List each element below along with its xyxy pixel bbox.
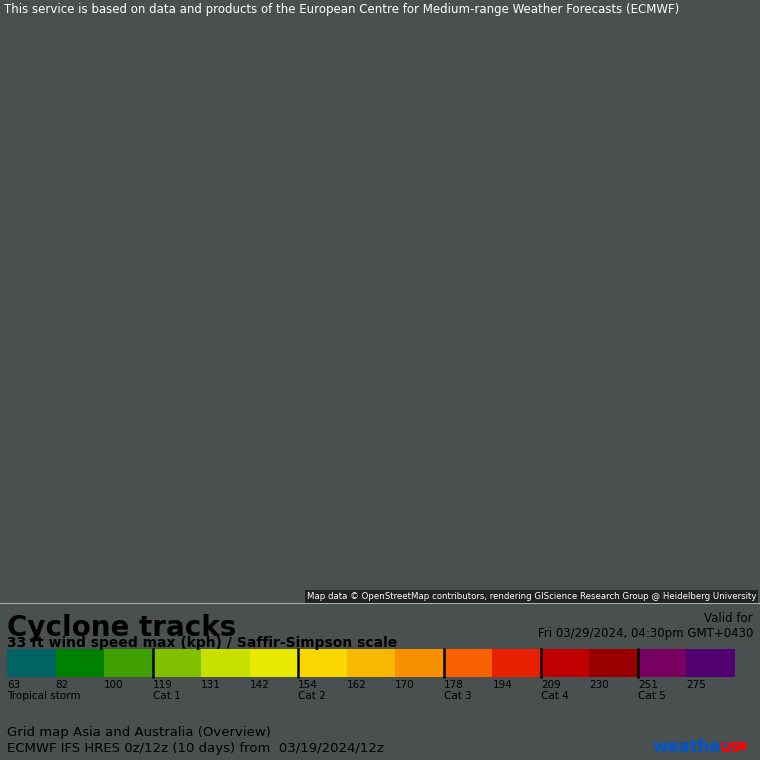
Text: ECMWF IFS HRES 0z/12z (10 days) from  03/19/2024/12z: ECMWF IFS HRES 0z/12z (10 days) from 03/…: [7, 742, 384, 755]
Bar: [104, 649, 153, 677]
Text: 209: 209: [541, 680, 561, 690]
Text: 170: 170: [395, 680, 415, 690]
Text: us: us: [720, 738, 742, 756]
Bar: [638, 649, 686, 677]
Bar: [298, 649, 347, 677]
Text: Fri 03/29/2024, 04:30pm GMT+0430: Fri 03/29/2024, 04:30pm GMT+0430: [537, 627, 753, 640]
Text: 162: 162: [347, 680, 366, 690]
Bar: [55, 649, 104, 677]
Text: 131: 131: [201, 680, 221, 690]
Bar: [201, 649, 250, 677]
Bar: [590, 649, 638, 677]
Text: 251: 251: [638, 680, 658, 690]
Text: ✸: ✸: [736, 740, 748, 754]
Text: 119: 119: [153, 680, 173, 690]
Text: Cyclone tracks: Cyclone tracks: [7, 614, 236, 642]
Text: Cat 5: Cat 5: [638, 691, 666, 701]
Text: 100: 100: [104, 680, 124, 690]
Text: Valid for: Valid for: [705, 612, 753, 625]
Text: Cat 3: Cat 3: [444, 691, 471, 701]
Text: Map data © OpenStreetMap contributors, rendering GIScience Research Group @ Heid: Map data © OpenStreetMap contributors, r…: [307, 592, 756, 601]
Text: 82: 82: [55, 680, 69, 690]
Text: Cat 4: Cat 4: [541, 691, 568, 701]
Bar: [7, 649, 55, 677]
Bar: [250, 649, 298, 677]
Bar: [395, 649, 444, 677]
Bar: [347, 649, 395, 677]
Text: Tropical storm: Tropical storm: [7, 691, 81, 701]
Text: 194: 194: [492, 680, 512, 690]
Text: This service is based on data and products of the European Centre for Medium-ran: This service is based on data and produc…: [4, 2, 679, 15]
Bar: [541, 649, 590, 677]
Text: Cat 2: Cat 2: [298, 691, 326, 701]
Text: 63: 63: [7, 680, 21, 690]
Text: Cat 1: Cat 1: [153, 691, 180, 701]
Text: 230: 230: [590, 680, 610, 690]
Bar: [492, 649, 541, 677]
Text: 142: 142: [250, 680, 270, 690]
Text: 275: 275: [686, 680, 706, 690]
Bar: [686, 649, 735, 677]
Bar: [153, 649, 201, 677]
Text: weather.: weather.: [652, 738, 733, 756]
Text: 33 ft wind speed max (kph) / Saffir-Simpson scale: 33 ft wind speed max (kph) / Saffir-Simp…: [7, 636, 397, 650]
Text: Grid map Asia and Australia (Overview): Grid map Asia and Australia (Overview): [7, 726, 271, 739]
Text: 154: 154: [298, 680, 318, 690]
Text: 178: 178: [444, 680, 464, 690]
Bar: [444, 649, 492, 677]
